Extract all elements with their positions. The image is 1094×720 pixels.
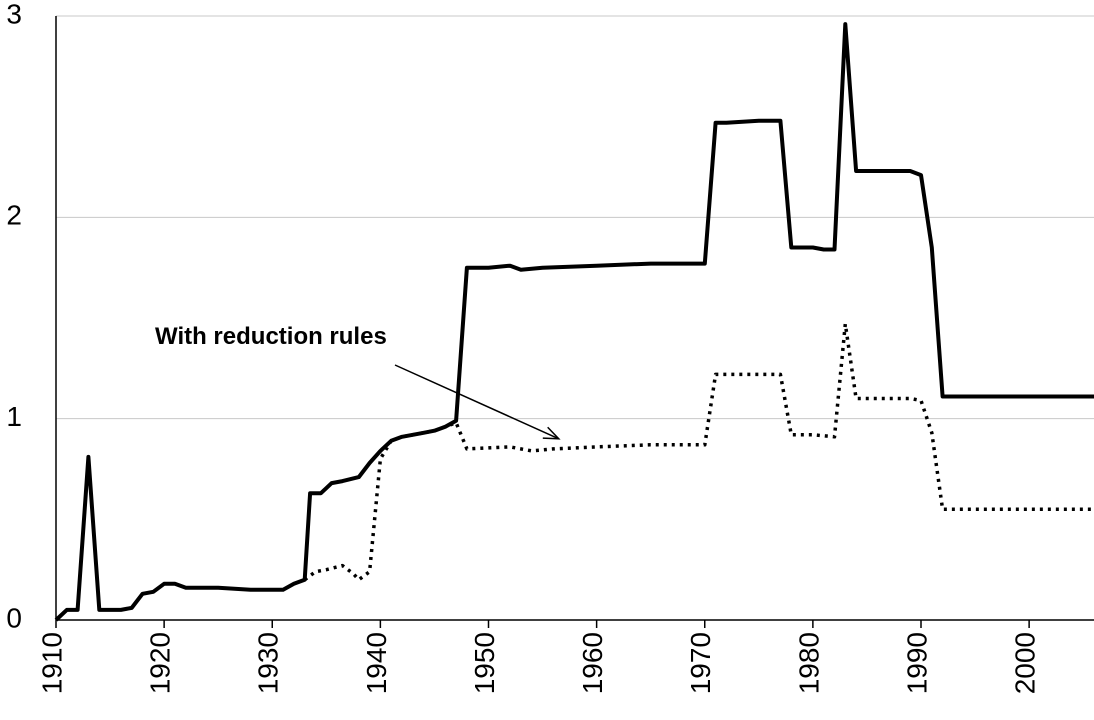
series-lines [54,22,1094,622]
data-point [909,397,912,400]
series-dotted [303,322,1094,582]
series-line-solid [54,22,1094,622]
x-tick-label: 1950 [469,632,500,694]
series-solid [54,22,1094,622]
x-tick-label: 1960 [577,632,608,694]
x-tick-labels: 1910 1920 1930 1940 1950 1960 1970 1980 1990 2000 [36,620,1041,694]
annotation-label: With reduction rules [155,323,387,350]
annotation: With reduction rules [155,323,561,440]
x-tick-label: 2000 [1010,632,1041,694]
data-point [314,570,317,573]
x-tick-label: 1980 [793,632,824,694]
y-tick-label: 2 [6,200,22,231]
x-tick-label: 1930 [253,632,284,694]
x-tick-label: 1990 [901,632,932,694]
y-tick-label: 1 [6,401,22,432]
gridlines [56,15,1094,420]
y-tick-label: 3 [6,0,22,29]
annotation-arrow [394,364,560,440]
x-tick-label: 1940 [361,632,392,694]
x-tick-label: 1970 [685,632,716,694]
y-tick-labels: 0 1 2 3 [6,0,22,633]
series-line-dotted [303,322,1094,582]
data-point [941,508,944,511]
y-tick-label: 0 [6,602,22,633]
data-point [855,397,858,400]
data-point [509,445,512,448]
data-point [790,433,793,436]
data-point [595,445,598,448]
data-point [379,457,382,460]
x-tick-label: 1910 [36,632,67,694]
x-tick-label: 1920 [145,632,176,694]
annotation-arrowhead [542,426,561,440]
